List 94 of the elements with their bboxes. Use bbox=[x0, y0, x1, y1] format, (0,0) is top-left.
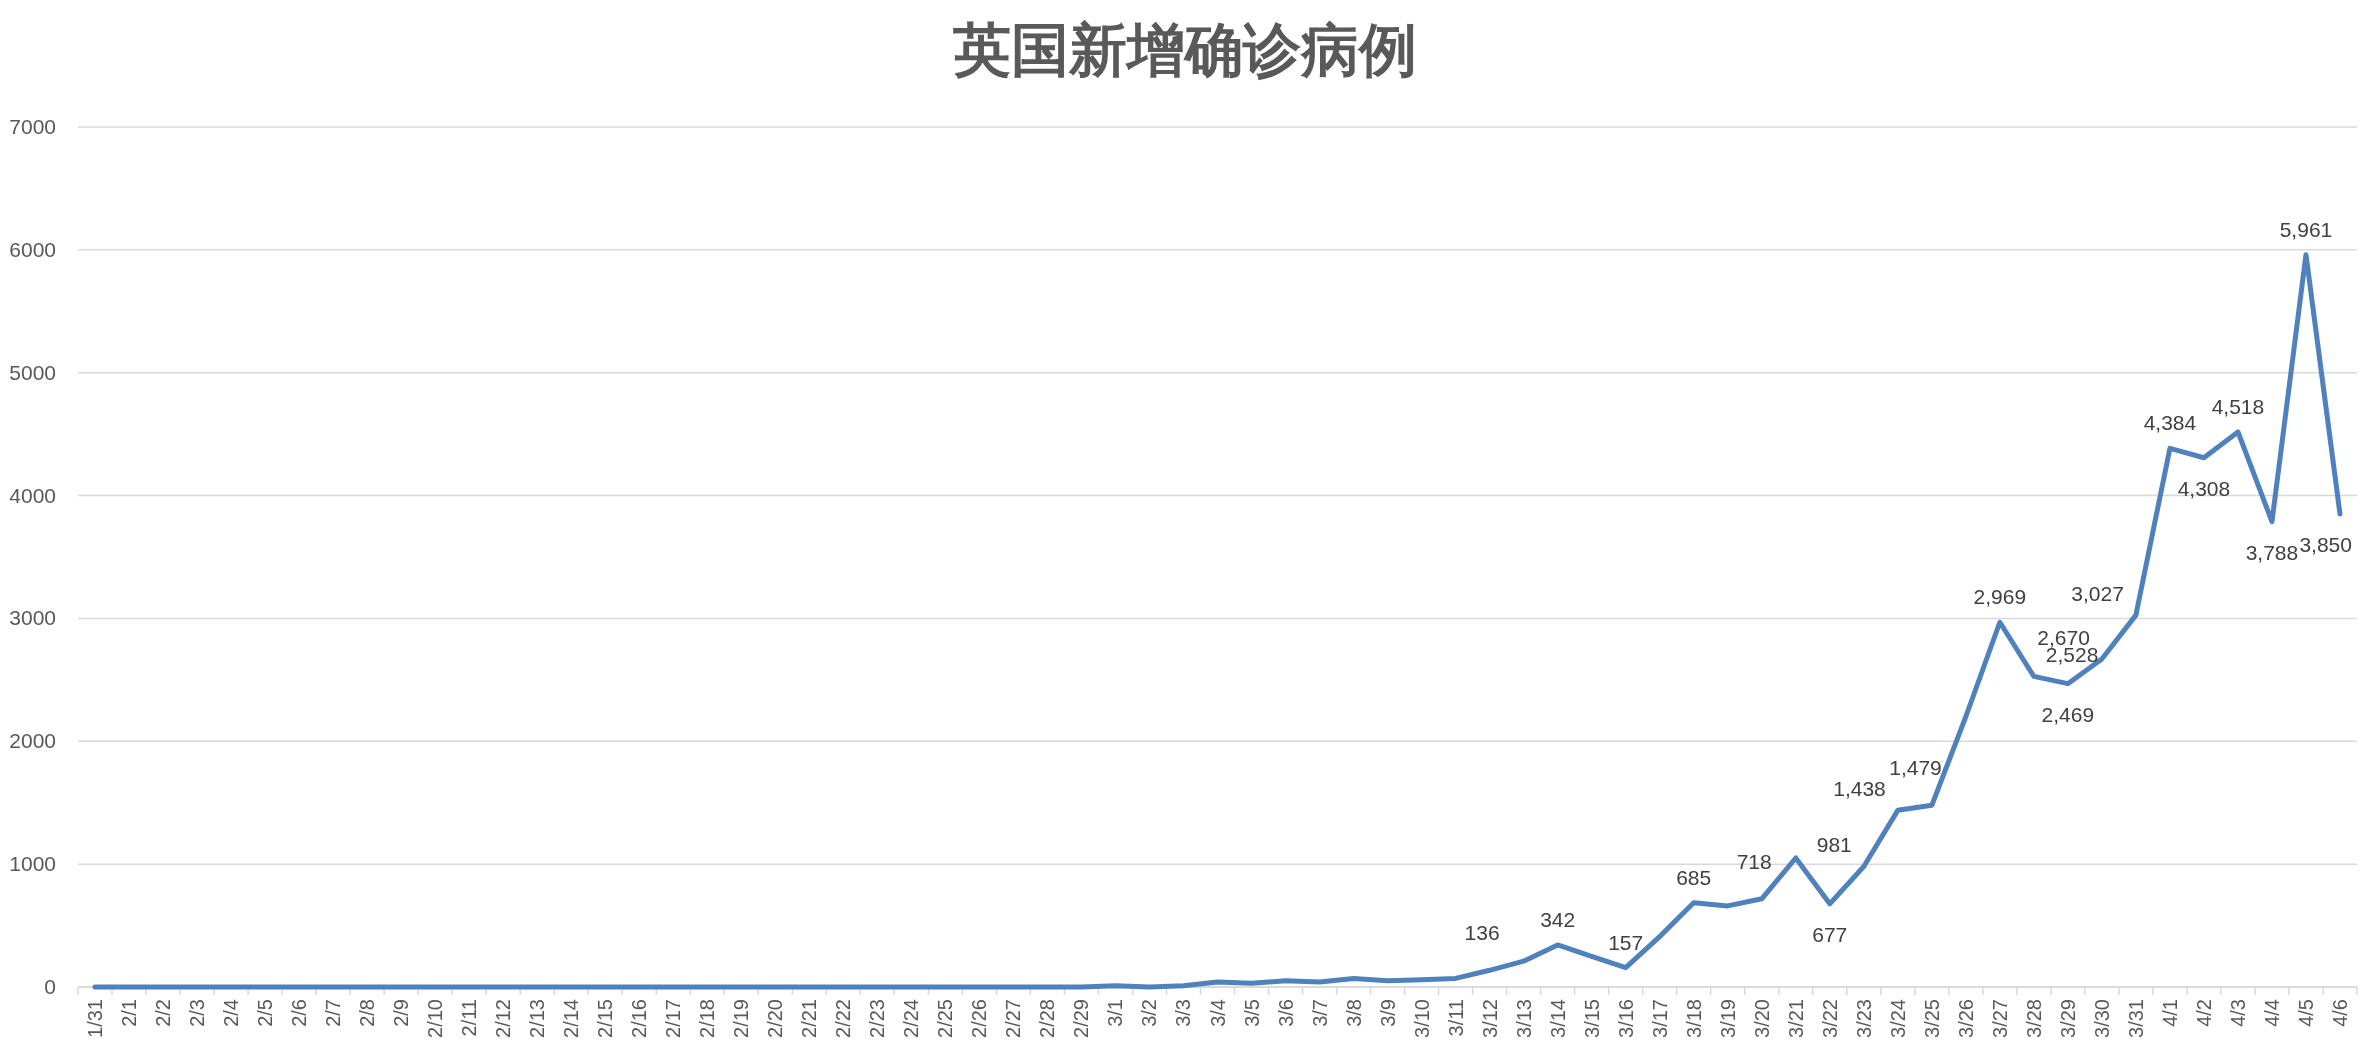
x-tick-label: 2/1 bbox=[118, 999, 141, 1027]
data-label: 4,518 bbox=[2211, 394, 2265, 418]
x-tick-label: 2/21 bbox=[798, 999, 821, 1038]
x-tick-label: 2/5 bbox=[254, 999, 277, 1027]
y-tick-label: 2000 bbox=[9, 729, 56, 753]
y-tick-label: 7000 bbox=[9, 115, 56, 138]
x-tick-label: 2/14 bbox=[560, 999, 583, 1038]
x-tick-label: 3/1 bbox=[1104, 999, 1127, 1027]
data-label: 981 bbox=[1816, 833, 1852, 857]
x-tick-label: 3/5 bbox=[1240, 999, 1263, 1027]
x-tick-label: 3/2 bbox=[1138, 999, 1161, 1027]
x-tick-label: 3/27 bbox=[1988, 999, 2011, 1038]
x-tick-label: 3/22 bbox=[1818, 999, 1841, 1038]
x-tick-label: 3/21 bbox=[1784, 999, 1807, 1038]
x-tick-label: 2/29 bbox=[1070, 999, 1093, 1038]
x-tick-label: 3/28 bbox=[2022, 999, 2045, 1038]
y-tick-label: 6000 bbox=[9, 237, 56, 261]
x-tick-label: 2/19 bbox=[730, 999, 753, 1038]
x-tick-label: 2/13 bbox=[526, 999, 549, 1038]
x-tick-label: 3/18 bbox=[1682, 999, 1705, 1038]
x-tick-label: 2/4 bbox=[220, 999, 243, 1027]
data-label: 3,027 bbox=[2071, 582, 2124, 606]
data-label: 1,438 bbox=[1833, 777, 1886, 801]
data-label: 3,788 bbox=[2245, 540, 2299, 564]
x-tick-label: 2/3 bbox=[186, 999, 209, 1027]
x-tick-label: 3/8 bbox=[1342, 999, 1365, 1027]
x-tick-label: 3/20 bbox=[1750, 999, 1773, 1038]
x-tick-label: 2/2 bbox=[152, 999, 175, 1027]
data-label: 718 bbox=[1736, 849, 1772, 873]
x-tick-label: 3/13 bbox=[1512, 999, 1535, 1038]
x-tick-label: 2/25 bbox=[934, 999, 957, 1038]
x-tick-label: 3/16 bbox=[1614, 999, 1637, 1038]
y-tick-label: 4000 bbox=[9, 483, 56, 507]
x-tick-label: 3/17 bbox=[1648, 999, 1671, 1038]
x-tick-label: 4/2 bbox=[2192, 999, 2215, 1027]
data-label: 342 bbox=[1540, 907, 1576, 931]
x-tick-label: 3/6 bbox=[1274, 999, 1297, 1027]
y-tick-label: 0 bbox=[44, 975, 56, 998]
x-tick-label: 3/9 bbox=[1376, 999, 1399, 1027]
data-label: 136 bbox=[1464, 921, 1500, 945]
x-tick-label: 3/14 bbox=[1546, 999, 1569, 1038]
x-tick-label: 2/23 bbox=[866, 999, 889, 1038]
x-tick-label: 3/30 bbox=[2090, 999, 2113, 1038]
x-tick-label: 1/31 bbox=[84, 999, 107, 1038]
data-label: 3,850 bbox=[2299, 533, 2352, 556]
x-tick-label: 4/1 bbox=[2158, 999, 2181, 1027]
x-tick-label: 2/10 bbox=[424, 999, 447, 1038]
x-tick-label: 2/24 bbox=[900, 999, 923, 1038]
x-tick-label: 4/4 bbox=[2260, 999, 2283, 1027]
x-tick-label: 2/8 bbox=[356, 999, 379, 1027]
data-label: 1,479 bbox=[1889, 756, 1942, 780]
x-tick-label: 2/16 bbox=[628, 999, 651, 1038]
data-label: 685 bbox=[1676, 865, 1712, 889]
x-tick-label: 2/22 bbox=[832, 999, 855, 1038]
x-tick-label: 2/6 bbox=[288, 999, 311, 1027]
x-tick-label: 3/19 bbox=[1716, 999, 1739, 1038]
x-tick-label: 3/7 bbox=[1308, 999, 1331, 1027]
data-label: 4,308 bbox=[2177, 476, 2231, 500]
data-label: 5,961 bbox=[2279, 217, 2333, 241]
x-tick-label: 3/10 bbox=[1410, 999, 1433, 1038]
data-label: 2,469 bbox=[2041, 702, 2095, 726]
x-tick-label: 3/26 bbox=[1954, 999, 1977, 1038]
x-tick-label: 2/28 bbox=[1036, 999, 1059, 1038]
x-tick-label: 3/24 bbox=[1886, 999, 1909, 1038]
x-tick-label: 2/7 bbox=[322, 999, 345, 1027]
x-tick-label: 3/29 bbox=[2056, 999, 2079, 1038]
x-tick-label: 2/26 bbox=[968, 999, 991, 1038]
x-tick-label: 3/25 bbox=[1920, 999, 1943, 1038]
x-tick-label: 2/15 bbox=[594, 999, 617, 1038]
data-label: 157 bbox=[1608, 930, 1644, 954]
x-tick-label: 3/12 bbox=[1478, 999, 1501, 1038]
y-tick-label: 1000 bbox=[9, 852, 56, 876]
x-tick-label: 2/17 bbox=[662, 999, 685, 1038]
data-label: 677 bbox=[1812, 922, 1848, 946]
x-tick-label: 3/15 bbox=[1580, 999, 1603, 1038]
x-tick-label: 3/3 bbox=[1172, 999, 1195, 1027]
y-tick-label: 5000 bbox=[9, 360, 56, 384]
x-tick-label: 2/18 bbox=[696, 999, 719, 1038]
data-label: 2,969 bbox=[1973, 585, 2027, 609]
x-tick-label: 3/4 bbox=[1206, 999, 1229, 1027]
x-tick-label: 2/9 bbox=[390, 999, 413, 1027]
y-tick-label: 3000 bbox=[9, 606, 56, 630]
x-tick-label: 4/6 bbox=[2328, 999, 2351, 1027]
x-tick-label: 2/27 bbox=[1002, 999, 1025, 1038]
title: 英国新增确诊病例 bbox=[952, 18, 1417, 83]
x-tick-label: 4/5 bbox=[2294, 999, 2317, 1027]
x-tick-label: 3/31 bbox=[2124, 999, 2147, 1038]
x-tick-label: 2/11 bbox=[458, 999, 481, 1037]
x-tick-label: 3/23 bbox=[1852, 999, 1875, 1038]
x-tick-label: 2/20 bbox=[764, 999, 787, 1038]
x-tick-label: 4/3 bbox=[2226, 999, 2249, 1027]
x-tick-label: 3/11 bbox=[1444, 999, 1467, 1037]
x-tick-label: 2/12 bbox=[492, 999, 515, 1038]
data-label: 4,384 bbox=[2143, 411, 2197, 435]
